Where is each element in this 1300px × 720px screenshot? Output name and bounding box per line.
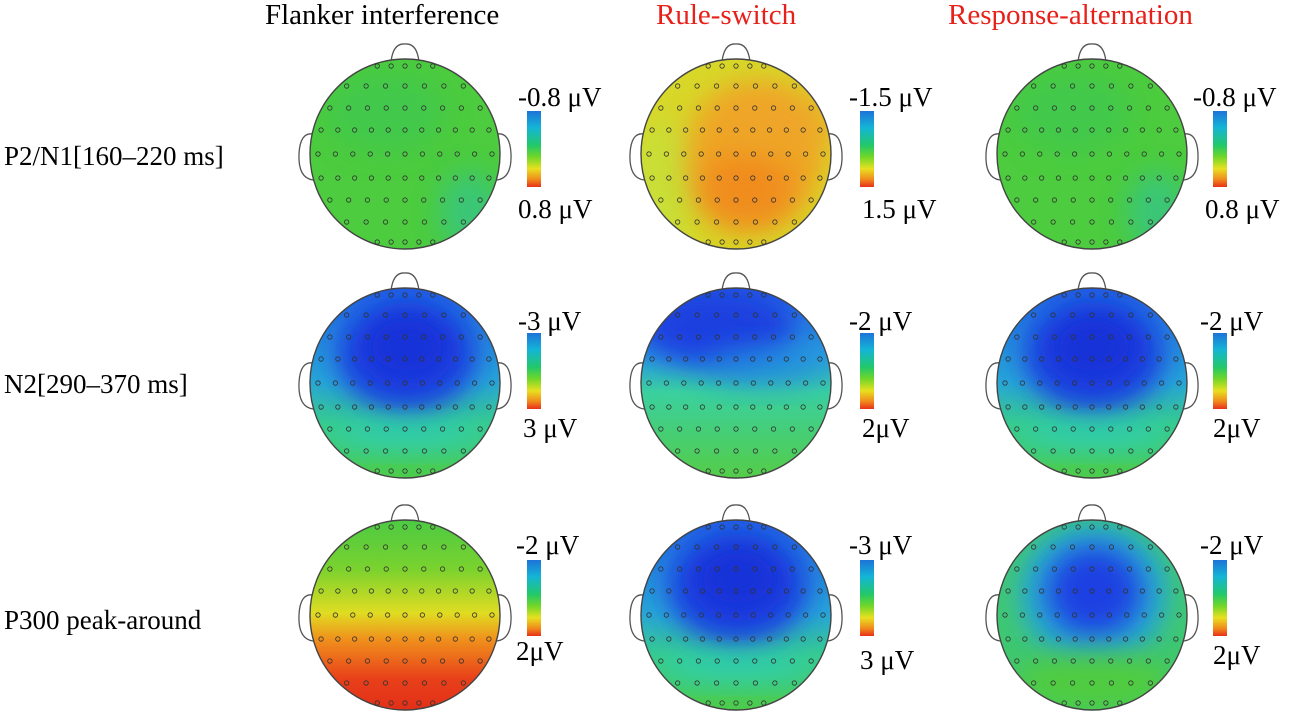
scale-max-label: -0.8 μV: [1193, 82, 1277, 112]
column-header-rule-switch: Rule-switch: [656, 0, 797, 31]
scale-min-label: 3 μV: [860, 645, 915, 675]
scale-min-label: 1.5 μV: [862, 194, 937, 224]
topomap-p300-response-alternation: [985, 504, 1199, 711]
row-label-n2: N2[290–370 ms]: [4, 369, 188, 399]
topomap-p2n1-response-alternation: [985, 43, 1199, 250]
colorbar: [1213, 111, 1227, 187]
scale-max-label: -3 μV: [518, 306, 582, 336]
colorbar: [527, 111, 541, 187]
scale-min-label: 2μV: [1213, 413, 1261, 443]
colorbar: [860, 560, 874, 636]
row-label-p2n1: P2/N1[160–220 ms]: [4, 141, 224, 171]
topomap-n2-rule-switch: [629, 272, 843, 479]
topomap-n2-response-alternation: [985, 272, 1199, 479]
scale-min-label: 2μV: [862, 413, 910, 443]
scale-min-label: 2μV: [1213, 640, 1261, 670]
scale-min-label: 2μV: [516, 636, 564, 666]
scale-max-label: -2 μV: [516, 530, 580, 560]
colorbar: [860, 111, 874, 187]
scale-min-label: 0.8 μV: [518, 194, 593, 224]
topomap-p300-rule-switch: [629, 504, 843, 711]
scale-min-label: 3 μV: [523, 413, 578, 443]
column-header-response-alternation: Response-alternation: [948, 0, 1193, 31]
topomap-p2n1-rule-switch: [629, 43, 843, 250]
row-label-p300: P300 peak-around: [4, 605, 202, 635]
colorbar: [1213, 560, 1227, 636]
topomap-p2n1-flanker: [298, 43, 512, 250]
scale-max-label: -2 μV: [849, 306, 913, 336]
scale-max-label: -1.5 μV: [849, 82, 933, 112]
topomap-n2-flanker: [298, 272, 512, 479]
scale-max-label: -2 μV: [1200, 306, 1264, 336]
scale-max-label: -0.8 μV: [518, 82, 602, 112]
colorbar: [527, 333, 541, 409]
scale-min-label: 0.8 μV: [1205, 194, 1280, 224]
colorbar: [1213, 333, 1227, 409]
scale-max-label: -2 μV: [1200, 530, 1264, 560]
colorbar: [527, 560, 541, 636]
scale-max-label: -3 μV: [849, 530, 913, 560]
topomap-p300-flanker: [298, 504, 512, 711]
column-header-flanker: Flanker interference: [265, 0, 500, 31]
colorbar: [860, 333, 874, 409]
